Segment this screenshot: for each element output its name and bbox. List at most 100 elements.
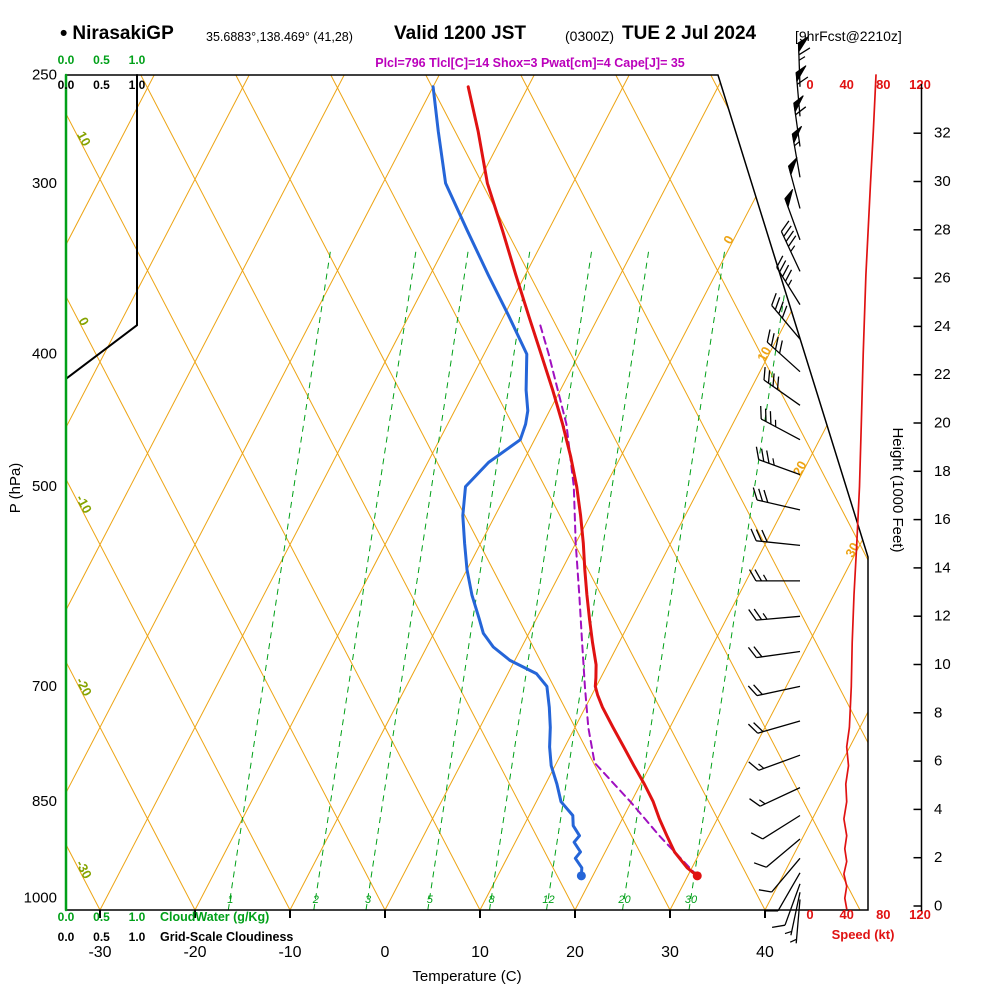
surface-dewpoint-dot	[576, 871, 586, 881]
svg-text:2: 2	[312, 894, 319, 906]
svg-text:0: 0	[806, 907, 813, 922]
stability-indices: Plcl=796 Tlcl[C]=14 Shox=3 Pwat[cm]=4 Ca…	[375, 56, 685, 70]
svg-text:0: 0	[76, 315, 93, 328]
svg-text:850: 850	[32, 793, 57, 810]
valid-date: TUE 2 Jul 2024	[622, 23, 757, 44]
plot-frame	[65, 74, 869, 911]
svg-text:20: 20	[566, 944, 584, 961]
svg-text:0.5: 0.5	[93, 78, 110, 92]
svg-text:18: 18	[934, 463, 951, 480]
svg-text:0.0: 0.0	[58, 78, 75, 92]
svg-text:20: 20	[617, 894, 631, 906]
svg-text:4: 4	[934, 801, 942, 818]
svg-text:0.5: 0.5	[93, 930, 110, 944]
cloudiness-profile	[65, 74, 138, 911]
svg-text:12: 12	[934, 608, 951, 625]
svg-text:80: 80	[876, 77, 890, 92]
cloudwater-axis-label: CloudWater (g/Kg)	[160, 910, 269, 924]
svg-text:0.5: 0.5	[93, 910, 110, 924]
svg-text:10: 10	[74, 129, 94, 149]
svg-text:700: 700	[32, 678, 57, 695]
svg-text:1.0: 1.0	[129, 78, 146, 92]
svg-text:-10: -10	[73, 492, 95, 516]
svg-text:10: 10	[754, 344, 774, 364]
cloudiness-axis-label: Grid-Scale Cloudiness	[160, 930, 293, 944]
valid-time: Valid 1200 JST	[394, 23, 527, 44]
svg-text:24: 24	[934, 318, 951, 335]
temperature-axis-label: Temperature (C)	[412, 968, 521, 985]
svg-text:40: 40	[756, 944, 774, 961]
speed-curve	[843, 74, 877, 910]
svg-text:-30: -30	[73, 858, 95, 882]
dewpoint-curve	[431, 85, 584, 878]
svg-text:2: 2	[934, 849, 942, 866]
forecast-info: [9hrFcst@2210z]	[795, 28, 902, 44]
cloud-scales: 0.0 0.0 0.5 0.5 1.0 1.0 0.0 0.0 0.5 0.5 1.0 1.0 Clou…	[58, 53, 294, 944]
speed-axis-label: Speed (kt)	[832, 927, 895, 942]
svg-text:0.0: 0.0	[58, 910, 75, 924]
svg-text:1.0: 1.0	[129, 53, 146, 67]
svg-text:30: 30	[661, 944, 679, 961]
cloud-profiles	[64, 73, 138, 912]
frame	[65, 74, 869, 911]
valid-time-utc: (0300Z)	[565, 28, 615, 44]
svg-text:20: 20	[934, 415, 951, 432]
svg-text:26: 26	[934, 270, 951, 287]
svg-text:14: 14	[934, 559, 951, 576]
temperature-curve	[466, 85, 699, 878]
svg-text:0.5: 0.5	[93, 53, 110, 67]
svg-text:0.0: 0.0	[58, 53, 75, 67]
svg-text:-20: -20	[73, 675, 95, 699]
svg-text:-10: -10	[278, 944, 301, 961]
profiles	[431, 85, 702, 881]
svg-text:0: 0	[806, 77, 813, 92]
svg-text:16: 16	[934, 511, 951, 528]
svg-text:8: 8	[934, 704, 942, 721]
svg-text:3: 3	[365, 894, 372, 906]
station-title: • NirasakiGP	[60, 22, 174, 46]
svg-text:40: 40	[839, 907, 853, 922]
wind-barbs	[747, 35, 811, 944]
svg-text:40: 40	[839, 77, 853, 92]
svg-text:80: 80	[876, 907, 890, 922]
svg-text:28: 28	[934, 221, 951, 238]
grid-lines	[66, 75, 868, 910]
speed-profile: 0 0 40 40 80 80 120 120 Speed (kt)	[806, 74, 931, 942]
svg-text:10: 10	[934, 656, 951, 673]
mixing-ratio-lines	[227, 249, 792, 910]
station-coordinates: 35.6883°,138.469° (41,28)	[206, 30, 353, 44]
svg-text:120: 120	[909, 77, 931, 92]
svg-text:20: 20	[790, 458, 810, 478]
height-axis-label: Height (1000 Feet)	[889, 427, 906, 552]
temperature-axis: -30 -20 -10 0 10 20 30 40 Temperature (C)	[88, 910, 774, 985]
svg-text:500: 500	[32, 478, 57, 495]
svg-text:1.0: 1.0	[129, 910, 146, 924]
svg-text:400: 400	[32, 346, 57, 363]
svg-text:1000: 1000	[24, 890, 57, 907]
station-name: NirasakiGP	[72, 23, 174, 44]
svg-text:8: 8	[488, 894, 495, 906]
svg-text:1.0: 1.0	[129, 930, 146, 944]
parcel-curve	[538, 322, 699, 877]
svg-text:-30: -30	[88, 944, 111, 961]
svg-text:1: 1	[227, 894, 233, 906]
svg-text:12: 12	[542, 894, 554, 906]
svg-text:30: 30	[934, 173, 951, 190]
svg-text:32: 32	[934, 125, 951, 142]
pressure-axis-label: P (hPa)	[7, 463, 24, 514]
svg-text:10: 10	[471, 944, 489, 961]
svg-text:0: 0	[381, 944, 390, 961]
svg-text:0: 0	[720, 233, 737, 246]
svg-text:0.0: 0.0	[58, 930, 75, 944]
svg-text:300: 300	[32, 175, 57, 192]
svg-text:6: 6	[934, 753, 942, 770]
svg-text:0: 0	[934, 898, 942, 915]
svg-text:5: 5	[427, 894, 434, 906]
svg-text:22: 22	[934, 366, 951, 383]
svg-text:30: 30	[685, 894, 698, 906]
svg-text:-20: -20	[183, 944, 206, 961]
